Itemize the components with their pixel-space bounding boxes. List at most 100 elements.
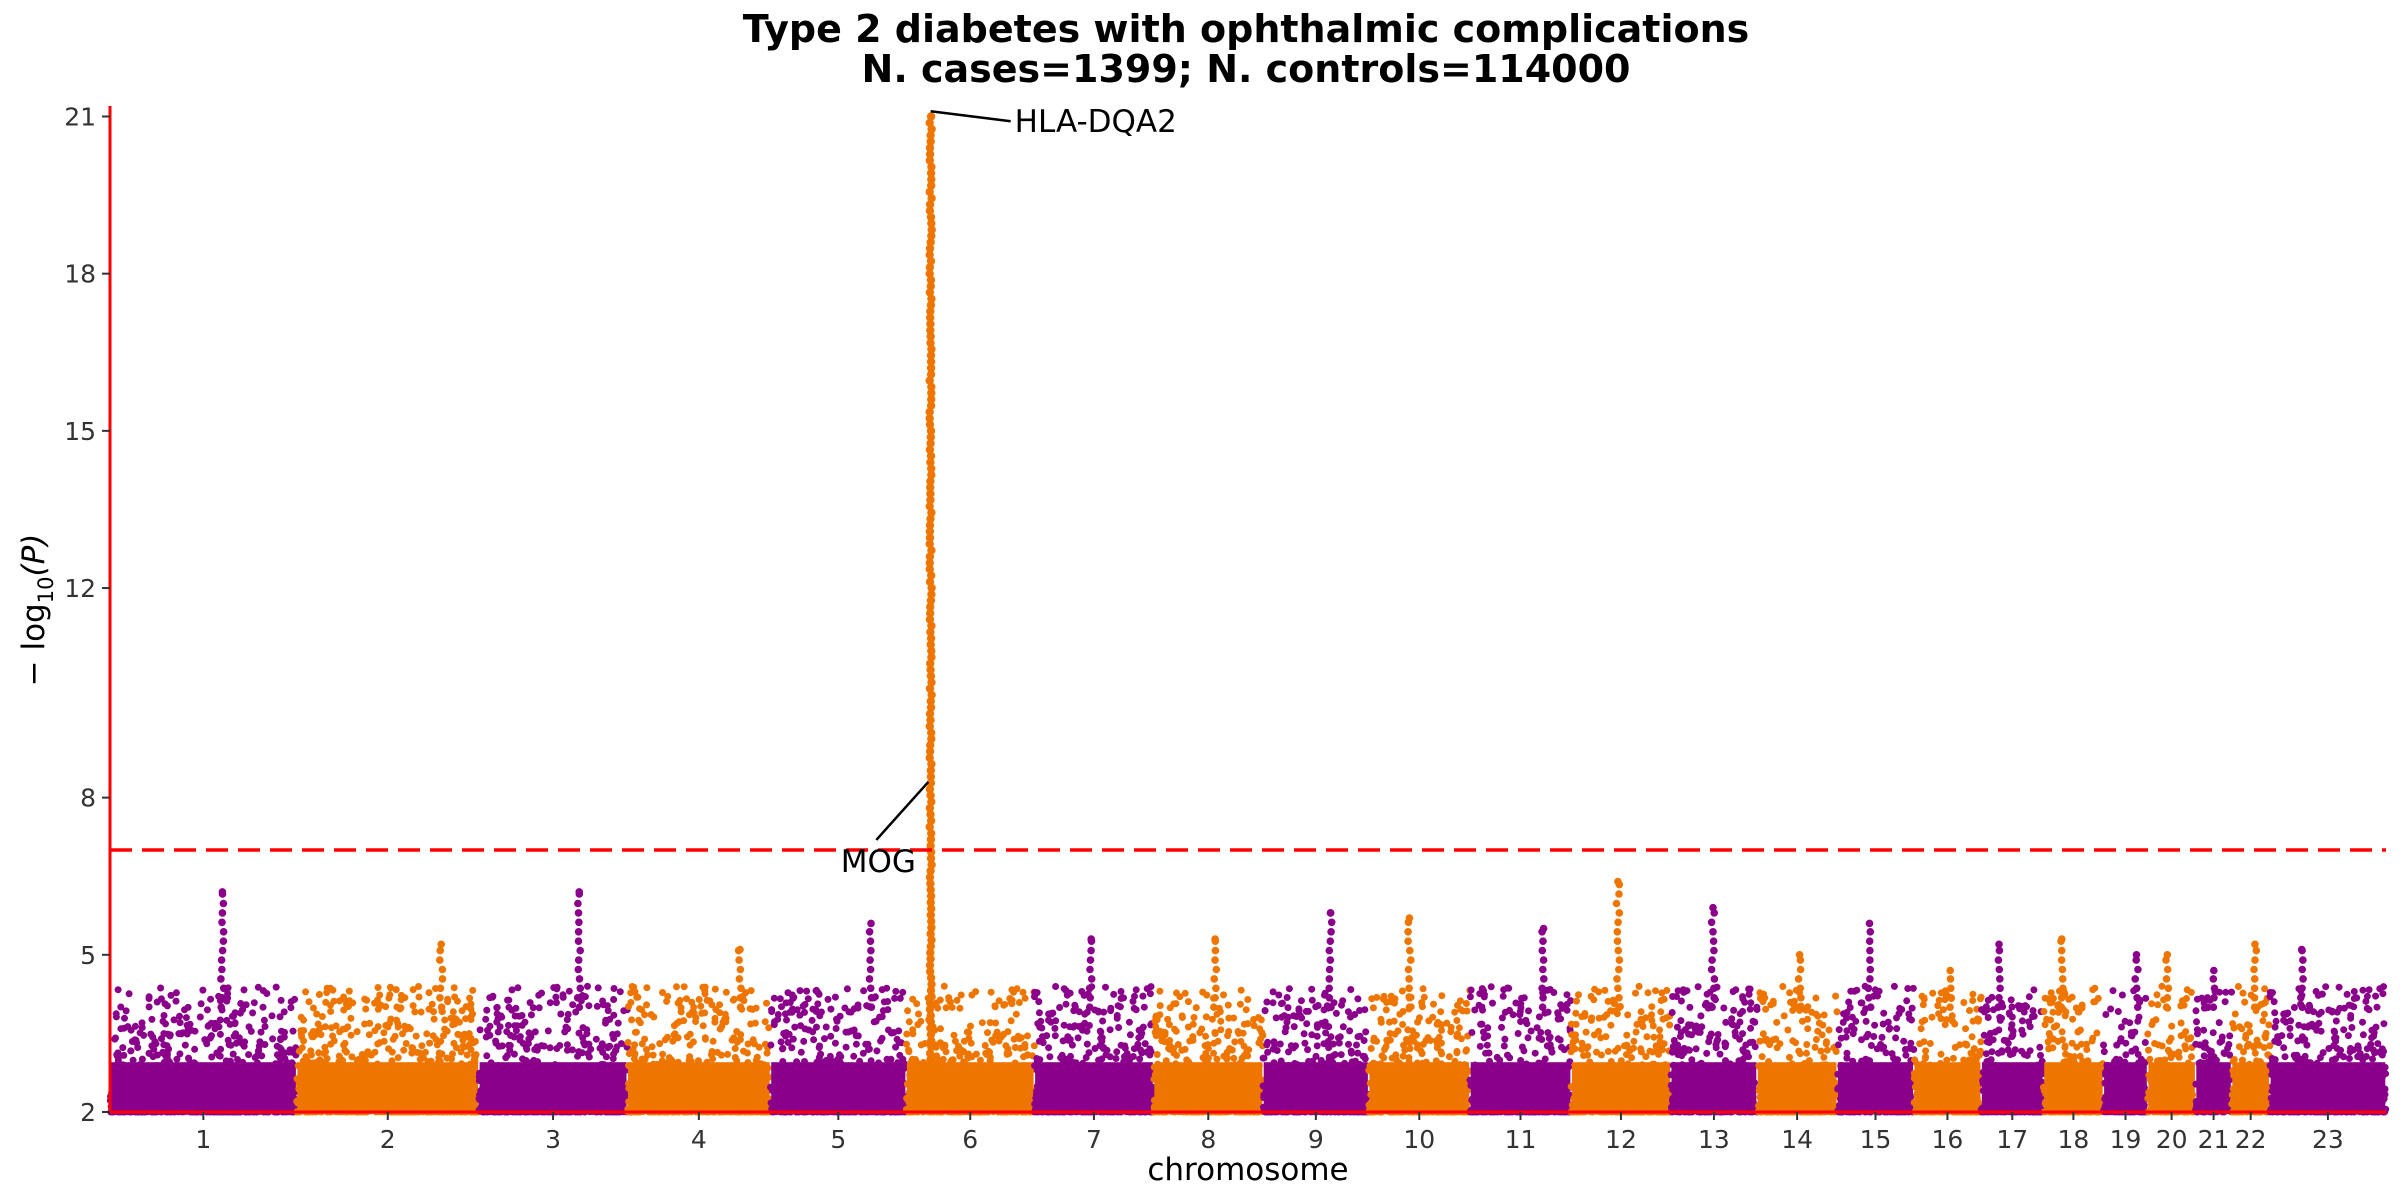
peak-point (1211, 935, 1219, 943)
peak-point (1865, 919, 1874, 928)
chromosome-17-point-band (1981, 1062, 2043, 1112)
peak-point (926, 885, 935, 894)
x-tick-label: 20 (2156, 1125, 2188, 1154)
peak-point (926, 609, 935, 618)
peak-point (926, 898, 935, 907)
peak-point (926, 212, 936, 222)
peak-point (927, 935, 936, 945)
peak-point (2132, 951, 2141, 959)
peak-point (736, 994, 745, 1002)
peak-point (1325, 975, 1334, 983)
peak-point (925, 143, 935, 153)
peak-point (1615, 1003, 1624, 1011)
peak-point (1211, 994, 1219, 1002)
peak-point (925, 873, 935, 882)
peak-point (1708, 1003, 1716, 1011)
peak-point (866, 965, 875, 974)
peak-point (926, 854, 936, 863)
peak-point (736, 965, 745, 974)
peak-point (2210, 994, 2218, 1002)
peak-point (1615, 909, 1624, 917)
peak-point (926, 351, 936, 360)
x-tick-label: 6 (962, 1125, 978, 1154)
x-tick-label: 22 (2235, 1125, 2267, 1154)
chromosome-10-point-band (1369, 1062, 1470, 1112)
peak-point (1538, 946, 1547, 955)
peak-point (926, 370, 936, 379)
peak-points (217, 112, 2307, 1064)
x-axis-ticks: 1 2 3 4 5 6 7 8 9 10 11 12 13 14 15 16 17 18 19 20 21 22 23 (195, 1112, 2344, 1154)
chromosome-7-point-band (1035, 1062, 1153, 1112)
peak-point (735, 975, 744, 983)
peak-point (1405, 1003, 1414, 1011)
x-tick-label: 18 (2057, 1125, 2089, 1154)
peak-point (926, 948, 935, 957)
peak-point (925, 414, 934, 423)
peak-point (2059, 984, 2067, 993)
peak-point (2210, 966, 2218, 975)
peak-point (927, 464, 936, 473)
peak-point (927, 470, 936, 480)
peak-point (1866, 946, 1874, 955)
peak-point (927, 294, 936, 303)
peak-point (925, 747, 935, 756)
peak-point (2250, 984, 2259, 993)
peak-point (925, 150, 935, 159)
peak-point (1615, 890, 1623, 898)
peak-point (926, 495, 935, 505)
peak-point (2057, 956, 2066, 964)
chromosome-22-point-band (2232, 1062, 2269, 1112)
chromosome-21-point-band (2196, 1062, 2231, 1112)
peak-point (926, 791, 935, 800)
peak-point (926, 319, 935, 329)
peak-point (574, 928, 583, 936)
peak-point (1795, 951, 1804, 959)
peak-point (1539, 956, 1548, 964)
peak-point (926, 483, 935, 492)
peak-point (926, 313, 935, 322)
chart-title: Type 2 diabetes with ophthalmic complica… (743, 7, 1750, 51)
peak-point (925, 785, 935, 794)
peak-point (2162, 1003, 2171, 1011)
peak-point (927, 225, 936, 234)
peak-point (1326, 937, 1335, 945)
peak-point (436, 946, 445, 955)
peak-point (219, 937, 228, 945)
peak-point (1615, 965, 1623, 974)
peak-point (575, 888, 583, 896)
y-axis-title: − log10(P) (16, 534, 58, 687)
peak-point (574, 937, 583, 945)
peak-point (1212, 965, 1221, 974)
peak-point (2298, 965, 2306, 974)
peak-point (925, 376, 934, 385)
peak-point (2164, 984, 2173, 993)
peak-point (927, 992, 936, 1001)
chromosome-5-point-band (771, 1062, 906, 1112)
peak-point (927, 917, 936, 926)
peak-point (1539, 965, 1547, 974)
peak-point (1325, 946, 1334, 955)
peak-point (1995, 994, 2003, 1002)
peak-point (1709, 937, 1718, 945)
peak-point (926, 741, 935, 750)
x-tick-label: 2 (380, 1125, 396, 1154)
peak-point (926, 910, 935, 920)
peak-point (576, 984, 585, 993)
peak-point (926, 659, 935, 668)
x-tick-label: 1 (195, 1125, 211, 1154)
peak-point (2250, 994, 2259, 1002)
peak-point (927, 923, 936, 932)
chromosome-1-point-band (110, 1062, 296, 1112)
peak-point (1212, 984, 1220, 993)
peak-point (926, 841, 935, 850)
peak-point (1866, 928, 1875, 936)
y-axis-title-subscript: 10 (34, 577, 58, 604)
peak-point (926, 1023, 935, 1033)
y-tick-label: 21 (64, 102, 96, 131)
peak-point (1708, 956, 1716, 964)
peak-point (926, 1017, 936, 1027)
peak-point (1211, 956, 1219, 964)
peak-point (219, 928, 228, 936)
peak-point (926, 640, 935, 649)
peak-point (1866, 956, 1874, 964)
